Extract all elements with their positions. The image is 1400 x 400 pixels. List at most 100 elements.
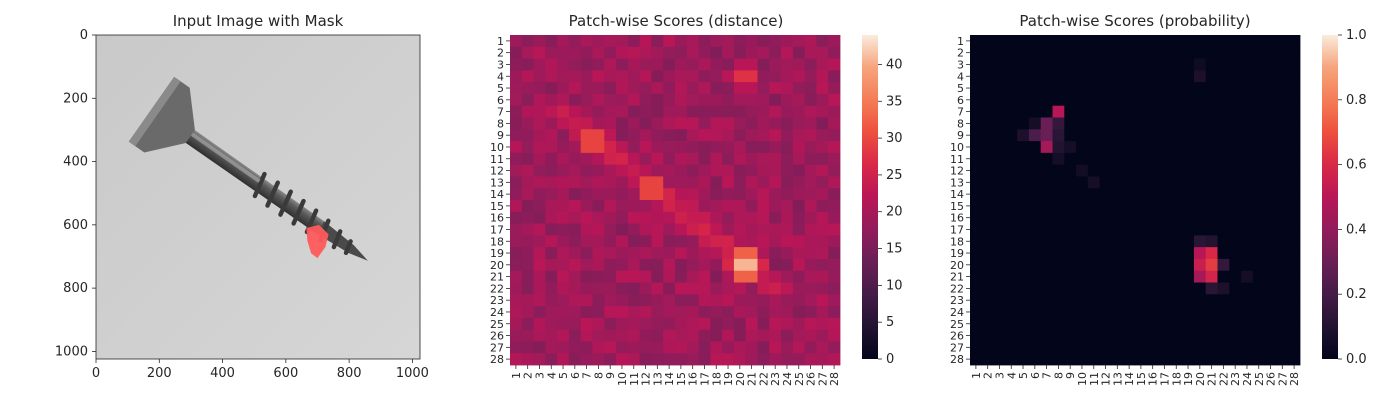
colorbar-tick-label: 0.6 [1346,158,1367,173]
heatmap-cell [1135,317,1148,331]
heatmap-cell [616,306,629,319]
heatmap-cell [792,35,806,48]
heatmap-cell [1252,105,1266,118]
heatmap-cell [698,152,711,166]
heatmap-cell [1205,270,1218,283]
heatmap-cell [1017,82,1030,95]
heatmap-cell [686,164,699,177]
heatmap-cell [981,282,994,295]
heatmap-cell [1146,188,1159,201]
heatmap-cell [733,152,747,166]
heatmap-cell [510,141,523,154]
heatmap-cell [993,353,1006,366]
heatmap-cell [580,223,593,236]
heatmap-cell [557,341,570,354]
heatmap-cell [675,270,688,283]
heatmap-cell [1276,329,1289,342]
heatmap-cell [769,152,782,166]
heatmap-cell [686,70,699,83]
heatmap-cell [580,294,593,307]
heatmap-cell [1111,93,1124,107]
heatmap-cell [981,93,994,107]
heatmap-cell [1087,46,1101,59]
heatmap-cell [828,35,841,48]
heatmap-cell [510,200,523,213]
heatmap-cell [804,164,817,177]
heatmap-cell [557,164,570,177]
heatmap-cell [1123,294,1136,307]
x-tick-label: 2 [982,372,995,379]
heatmap-cell [1182,317,1195,331]
heatmap-cell [521,93,534,107]
x-tick-label: 1 [970,372,983,379]
heatmap-cell [639,247,652,260]
heatmap-cell [1076,105,1089,118]
heatmap-cell [1229,129,1242,142]
heatmap-cell [557,46,570,59]
heatmap-cell [1099,105,1112,118]
heatmap-cell [1146,46,1159,59]
heatmap-cell [993,200,1006,213]
colorbar-tick-label: 25 [886,168,903,183]
heatmap-cell [1123,35,1136,48]
heatmap-cell [970,258,983,272]
heatmap-cell [1170,152,1183,166]
heatmap-cell [533,247,546,260]
heatmap-cell [1241,188,1254,201]
heatmap-cell [733,129,747,142]
heatmap-cell [1182,200,1195,213]
y-tick-label: 1 [497,35,504,48]
heatmap-cell [710,306,723,319]
heatmap-cell [1158,270,1171,283]
heatmap-cell [781,105,794,118]
heatmap-cell [1087,341,1101,354]
heatmap-cell [639,164,652,177]
heatmap-cell [1276,317,1289,331]
heatmap-cell [568,176,582,189]
heatmap-cell [1087,188,1101,201]
heatmap-cell [1252,282,1266,295]
heatmap-cell [993,247,1006,260]
heatmap-cell [745,164,758,177]
heatmap-cell [557,258,570,272]
heatmap-cell [981,176,994,189]
heatmap-cell [1252,247,1266,260]
heatmap-cell [651,152,664,166]
y-tick-label: 5 [957,82,964,95]
heatmap-cell [545,223,558,236]
heatmap-cell [1229,152,1242,166]
heatmap-cell [1087,317,1101,331]
heatmap-cell [580,235,593,248]
heatmap-cell [1217,82,1230,95]
heatmap-cell [604,176,617,189]
heatmap-cell [1017,188,1030,201]
heatmap-cell [745,35,758,48]
heatmap-cell [1182,35,1195,48]
heatmap-cell [722,188,735,201]
heatmap-cell [1146,329,1159,342]
y-tick-label: 19 [490,247,504,260]
heatmap-cell [781,223,794,236]
heatmap-cell [1193,176,1207,189]
heatmap-cell [1193,270,1207,283]
y-tick-label: 18 [950,235,964,248]
heatmap-cell [1111,141,1124,154]
heatmap-cell [804,306,817,319]
heatmap-cell [1099,353,1112,366]
heatmap-cell [1158,152,1171,166]
heatmap-cell [1241,152,1254,166]
heatmap-cell [1288,317,1301,331]
heatmap-cell [592,353,605,366]
heatmap-cell [510,247,523,260]
heatmap-cell [1170,258,1183,272]
heatmap-cell [557,188,570,201]
heatmap-cell [557,58,570,71]
heatmap-cell [663,70,676,83]
heatmap-cell [804,176,817,189]
defect-mask [306,224,329,259]
heatmap-cell [722,282,735,295]
heatmap-cell [1205,353,1218,366]
heatmap-cell [568,294,582,307]
heatmap-cell [1135,129,1148,142]
